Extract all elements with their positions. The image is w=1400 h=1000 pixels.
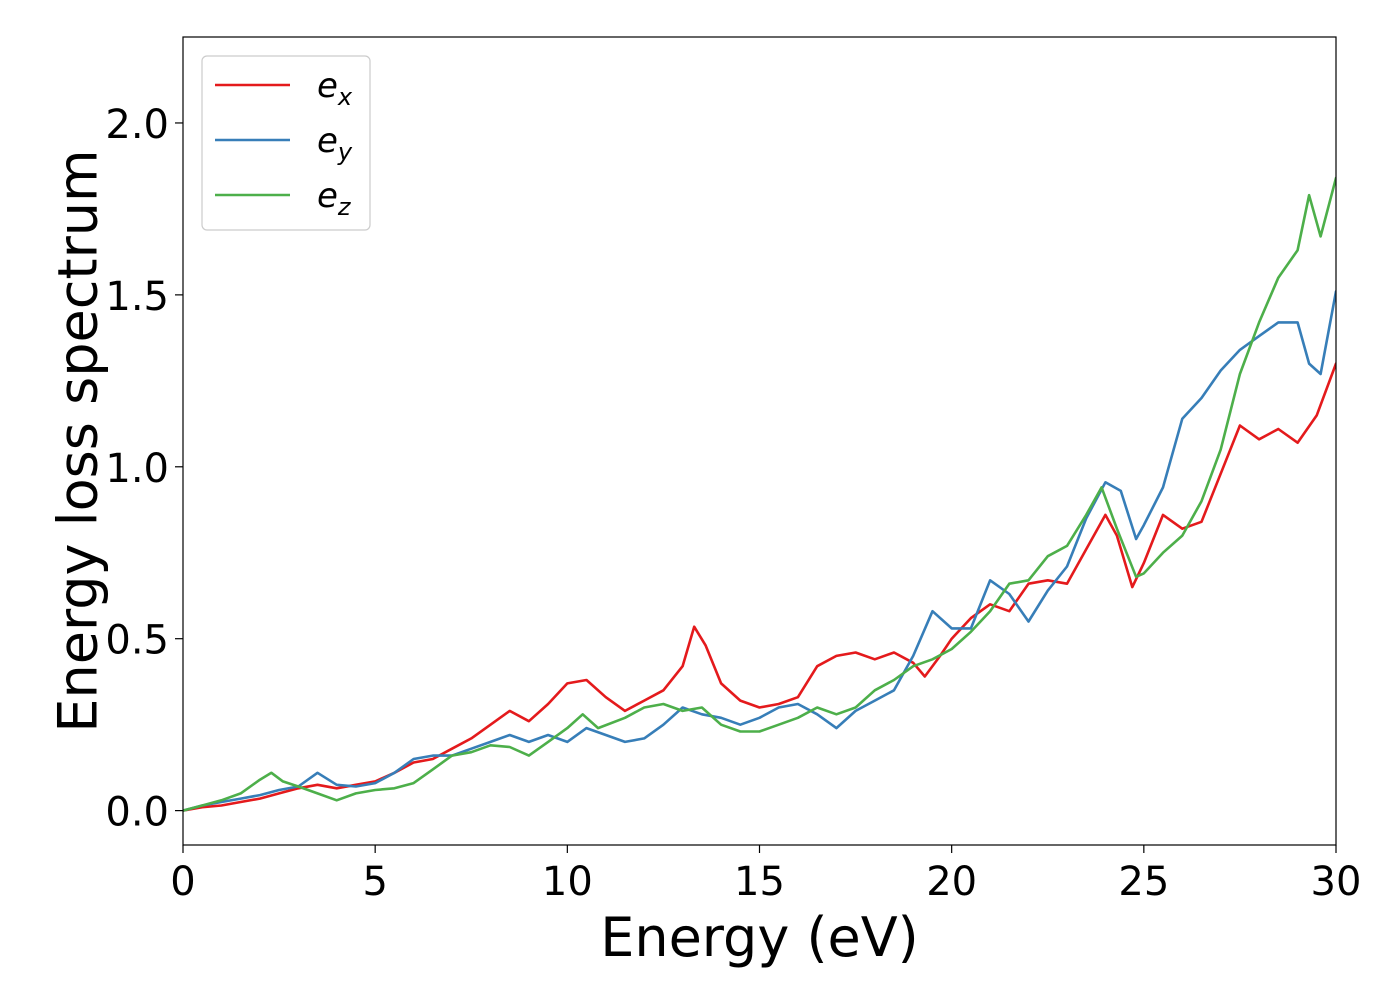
x-tick-label: 5	[362, 859, 387, 905]
y-tick-label: 2.0	[105, 102, 169, 148]
legend-label: ex	[317, 66, 353, 111]
y-tick-label: 1.5	[105, 274, 169, 320]
x-tick-label: 15	[734, 859, 785, 905]
y-tick-label: 0.0	[105, 790, 169, 836]
legend-label: ey	[317, 121, 353, 166]
legend-item-ez: ez	[215, 176, 352, 221]
series-layer	[183, 176, 1336, 812]
legend-item-ex: ex	[215, 66, 353, 111]
y-axis-title: Energy loss spectrum	[47, 149, 110, 732]
legend-label: ez	[317, 176, 352, 221]
series-line-ez	[183, 176, 1336, 812]
x-axis-title: Energy (eV)	[600, 906, 919, 969]
y-axis: 0.0 0.5 1.0 1.5 2.0	[105, 102, 183, 836]
x-tick-label: 30	[1311, 859, 1362, 905]
x-tick-label: 25	[1118, 859, 1169, 905]
legend: ex ey ez	[201, 55, 371, 231]
x-tick-label: 20	[926, 859, 977, 905]
series-line-ey	[183, 290, 1336, 812]
legend-box	[201, 55, 371, 231]
series-line-ex	[183, 362, 1336, 812]
legend-item-ey: ey	[215, 121, 353, 166]
x-axis: 0 5 10 15 20 25 30	[170, 845, 1361, 905]
x-tick-label: 10	[542, 859, 593, 905]
y-tick-label: 1.0	[105, 446, 169, 492]
y-tick-label: 0.5	[105, 618, 169, 664]
x-tick-label: 0	[170, 859, 195, 905]
